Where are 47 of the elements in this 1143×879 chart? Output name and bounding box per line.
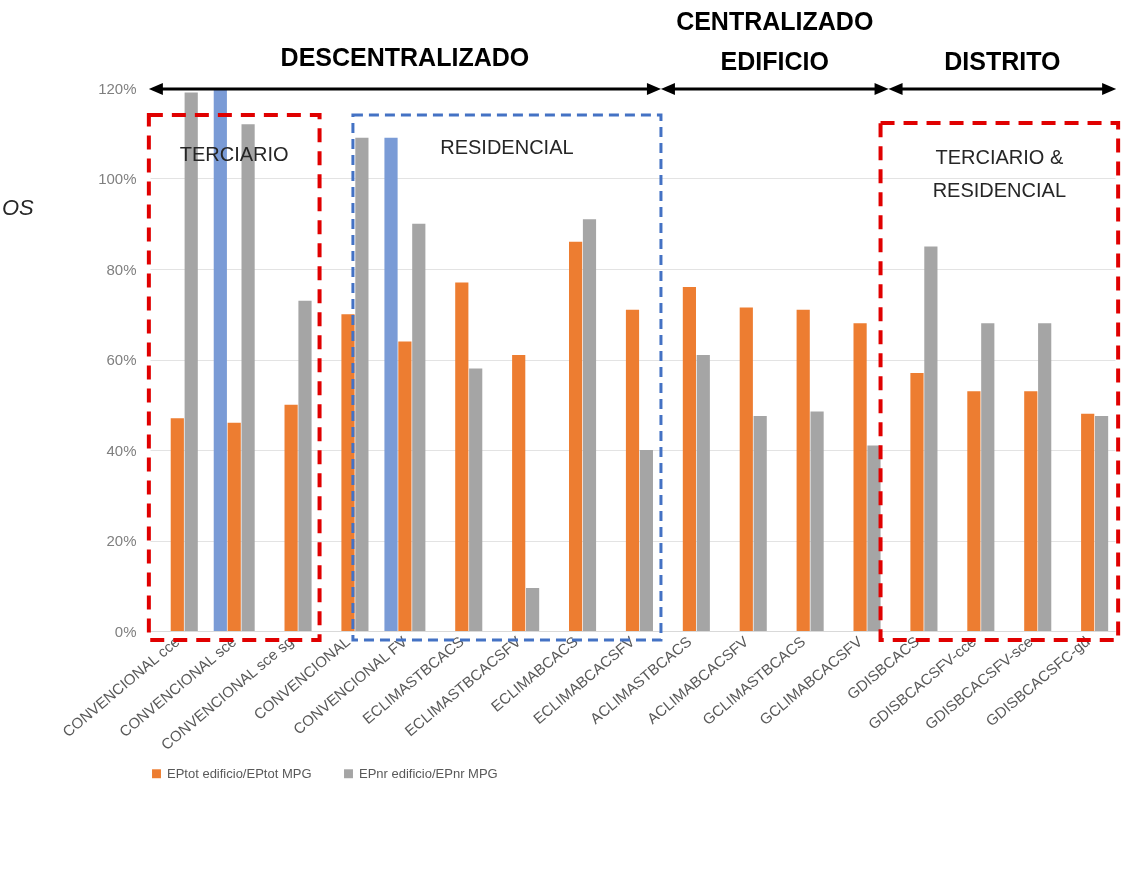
bar (412, 223, 426, 631)
bar (1094, 416, 1109, 631)
y-tick-label: 40% (106, 441, 137, 459)
bar (910, 373, 924, 631)
legend-label: EPtot edificio/EPtot MPG (167, 765, 312, 781)
y-tick-label: 80% (106, 260, 137, 278)
bar (469, 368, 483, 631)
bar (796, 309, 810, 631)
bar (639, 450, 653, 631)
bar (298, 300, 312, 631)
legend-label: EPnr edificio/EPnr MPG (359, 765, 498, 781)
bar (981, 323, 995, 631)
bar (867, 445, 881, 631)
bar (1038, 323, 1052, 631)
bar (582, 219, 597, 631)
bar (682, 287, 696, 631)
bar (625, 309, 640, 631)
bar (1081, 413, 1095, 631)
bar (455, 282, 469, 631)
y-tick-label: 60% (106, 351, 137, 368)
bar (739, 307, 753, 631)
bar (384, 137, 398, 631)
bar (696, 354, 710, 631)
bar (355, 137, 369, 631)
bar (284, 404, 298, 631)
y-tick-label: 20% (106, 532, 137, 549)
text: DISTRITO (944, 47, 1061, 75)
bar (853, 323, 867, 631)
bar (753, 416, 767, 631)
y-tick-label: 0% (114, 622, 137, 640)
annotation: RESIDENCIAL (440, 136, 574, 158)
text: DESCENTRALIZADO (280, 43, 530, 71)
bar (810, 411, 824, 631)
bar (227, 422, 241, 631)
bar (924, 246, 938, 631)
bar (569, 241, 583, 631)
y-tick-label: 100% (98, 170, 137, 187)
text: CENTRALIZADO EDIFICIO (676, 7, 874, 75)
annotation: TERCIARIO & RESIDENCIAL (932, 146, 1067, 201)
bar (398, 341, 412, 631)
bar (1024, 391, 1038, 631)
bar (512, 354, 526, 631)
bar (170, 418, 184, 631)
bar (525, 588, 540, 631)
y-tick-label: 120% (98, 79, 137, 97)
text: OS (2, 195, 35, 220)
bar (967, 391, 981, 631)
